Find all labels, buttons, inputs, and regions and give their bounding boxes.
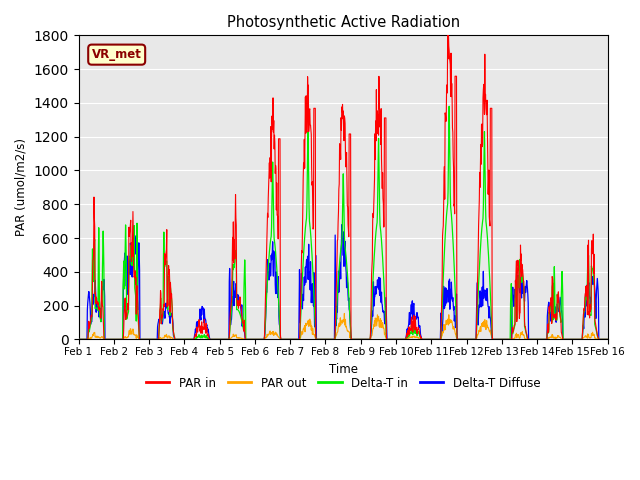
Title: Photosynthetic Active Radiation: Photosynthetic Active Radiation (227, 15, 460, 30)
Y-axis label: PAR (umol/m2/s): PAR (umol/m2/s) (15, 138, 28, 236)
Text: VR_met: VR_met (92, 48, 141, 61)
X-axis label: Time: Time (328, 362, 358, 375)
Legend: PAR in, PAR out, Delta-T in, Delta-T Diffuse: PAR in, PAR out, Delta-T in, Delta-T Dif… (141, 372, 545, 394)
